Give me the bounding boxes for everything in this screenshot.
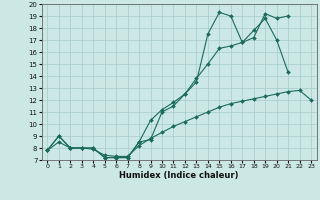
X-axis label: Humidex (Indice chaleur): Humidex (Indice chaleur) (119, 171, 239, 180)
